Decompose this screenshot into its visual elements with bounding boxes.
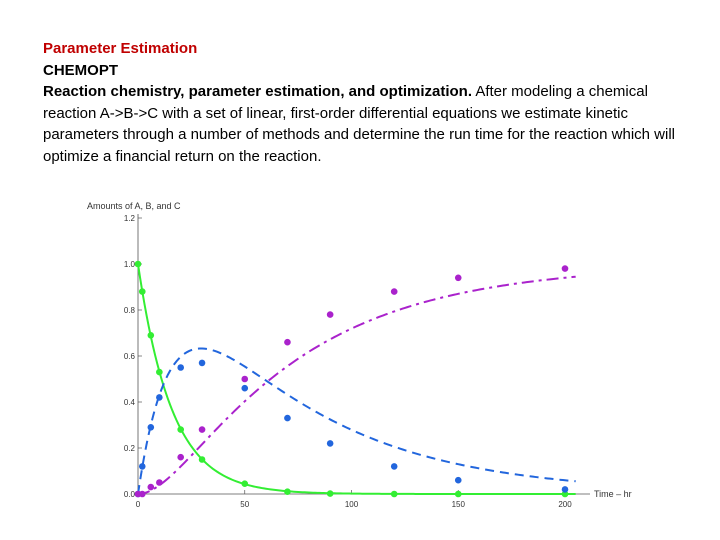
y-tick-label: 1.2 xyxy=(124,214,136,223)
description-block: Parameter Estimation CHEMOPT Reaction ch… xyxy=(43,38,693,167)
series-a-point xyxy=(177,426,184,433)
description-lead: Reaction chemistry, parameter estimation… xyxy=(43,83,472,100)
series-b-point xyxy=(241,384,249,392)
description-body: After modeling a chemical reaction A->B-… xyxy=(43,83,675,165)
series-c-point xyxy=(454,274,462,282)
x-tick-label: 150 xyxy=(452,500,466,509)
section-heading: Parameter Estimation xyxy=(43,40,198,57)
series-b-point xyxy=(561,486,569,493)
x-tick-label: 100 xyxy=(345,500,359,509)
x-tick-label: 50 xyxy=(240,500,249,509)
series-c-point xyxy=(241,375,249,383)
series-b-point xyxy=(138,463,146,470)
series-c-point xyxy=(561,265,569,272)
series-c-curve xyxy=(137,275,576,495)
series-a-point xyxy=(198,456,206,463)
series-c-point xyxy=(147,483,155,491)
series-a-point xyxy=(138,288,146,295)
series-b-point xyxy=(147,424,155,431)
series-a-point xyxy=(134,260,142,268)
x-tick-label: 200 xyxy=(558,500,572,509)
series-c-point xyxy=(156,479,163,486)
series-a-point xyxy=(241,480,249,487)
series-a-point xyxy=(156,368,163,376)
series-b-point xyxy=(198,359,206,367)
series-c-point xyxy=(177,453,184,461)
series-a-point xyxy=(454,490,462,498)
series-a-point xyxy=(561,490,569,498)
y-tick-label: 1.0 xyxy=(124,260,136,269)
series-b-point xyxy=(284,414,291,422)
series-b-point xyxy=(390,463,398,470)
series-c-point xyxy=(198,426,206,433)
series-b-point xyxy=(156,394,163,401)
y-tick-label: 0.0 xyxy=(124,490,136,499)
series-b-point xyxy=(326,440,334,447)
series-a-point xyxy=(147,332,155,339)
y-tick-label: 0.8 xyxy=(124,306,136,315)
y-tick-label: 0.6 xyxy=(124,352,136,361)
series-a-point xyxy=(390,490,398,498)
series-c-point xyxy=(390,288,398,295)
series-c-point xyxy=(284,338,291,346)
project-name: CHEMOPT xyxy=(43,61,118,79)
x-tick-label: 0 xyxy=(136,500,141,509)
description-paragraph: Reaction chemistry, parameter estimation… xyxy=(43,81,693,167)
series-a-point xyxy=(326,490,334,497)
series-c-point xyxy=(326,311,334,318)
series-a-point xyxy=(284,488,291,496)
y-axis-label: Amounts of A, B, and C xyxy=(87,201,181,211)
series-c-point xyxy=(138,490,146,498)
x-axis-label: Time – hr xyxy=(594,489,632,499)
series-b-point xyxy=(177,364,184,371)
series-b-curve xyxy=(137,347,576,495)
series-a-curve xyxy=(137,263,576,495)
y-tick-label: 0.4 xyxy=(124,398,136,407)
y-tick-label: 0.2 xyxy=(124,444,136,453)
series-b-point xyxy=(454,476,462,484)
